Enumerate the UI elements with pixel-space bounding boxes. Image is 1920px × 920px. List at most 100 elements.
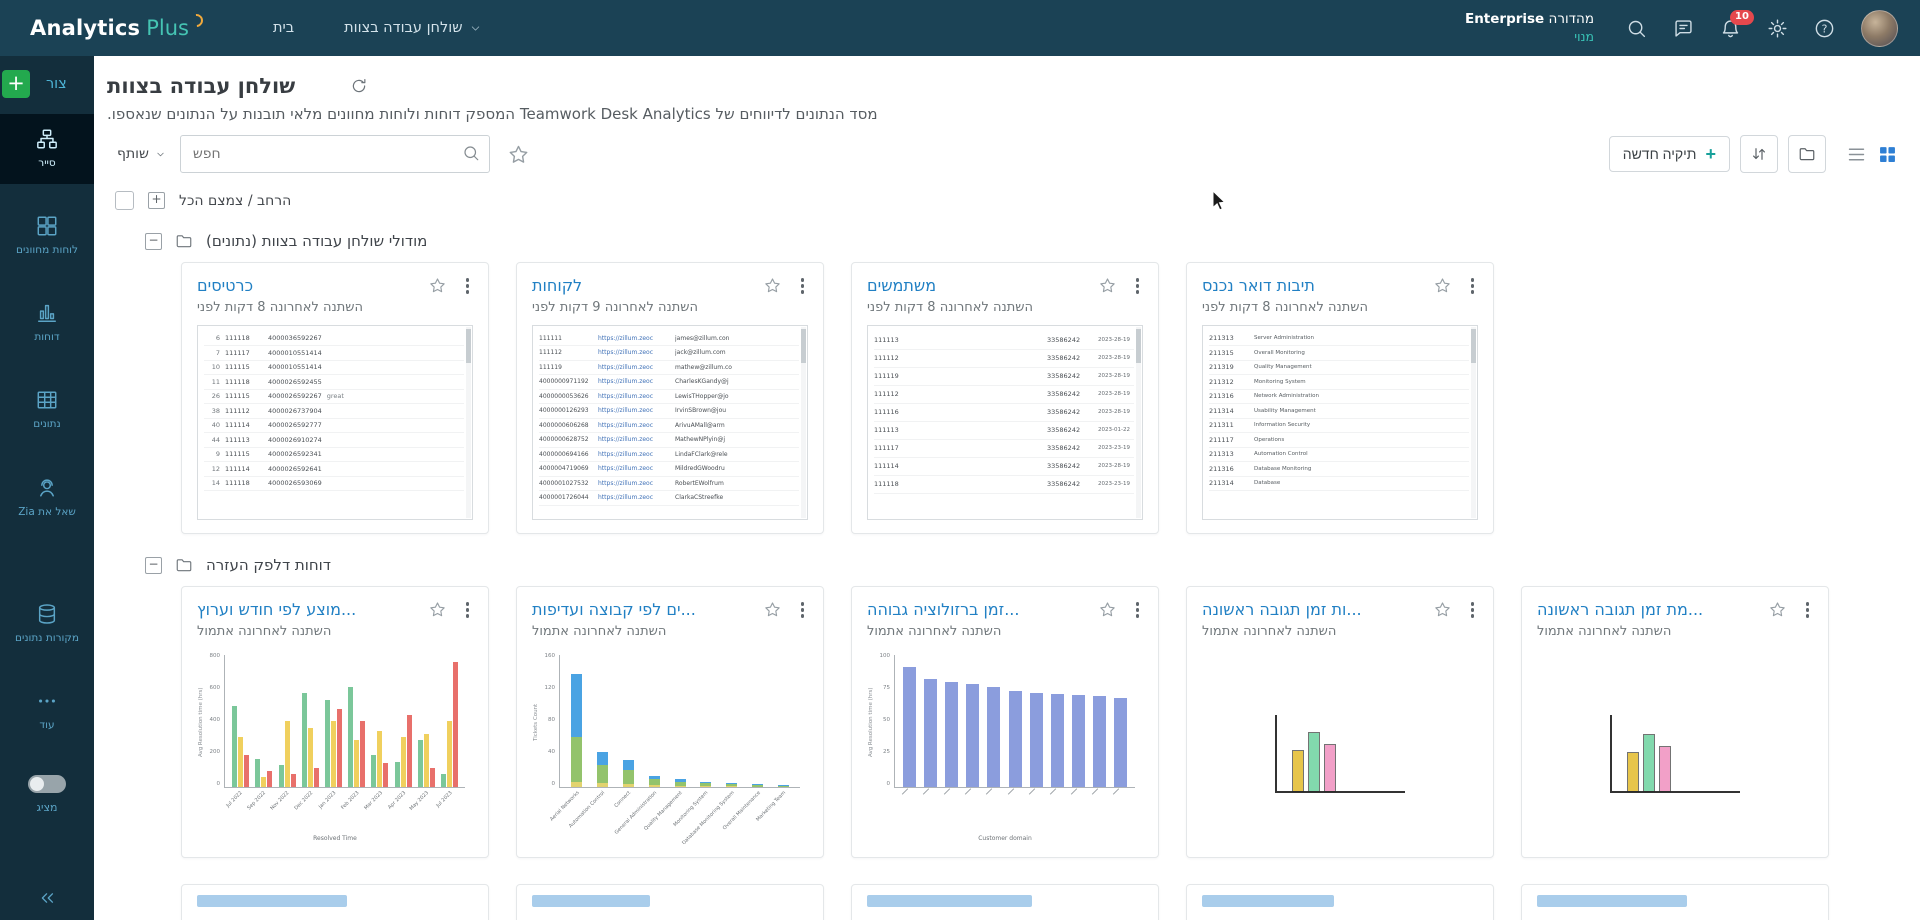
new-folder-button[interactable]: תיקיה חדשה + <box>1608 136 1730 172</box>
card-title[interactable]: תיבות דואר נכנס <box>1202 276 1315 296</box>
card-title[interactable]: ...מוצע לפי חודש וערוץ <box>197 600 357 620</box>
nav-home[interactable]: בית <box>273 20 294 36</box>
favorite-star-icon[interactable] <box>1769 601 1786 618</box>
y-axis-label: Avg Resolution time (hrs) <box>868 686 874 757</box>
card-title[interactable]: משתמשים <box>867 276 937 296</box>
sidebar-item-more[interactable]: עוד <box>0 676 94 746</box>
report-thumbnail[interactable]: 6 111118 4000036592267 7 111117 4000010551414… <box>197 324 473 520</box>
report-card[interactable]: ...מוצע לפי חודש וערוץ השתנה לאחרונה אתמו… <box>181 586 489 858</box>
report-thumbnail[interactable]: 211313 Server Administration 211315 Overall… <box>1202 324 1478 520</box>
favorite-star-icon[interactable] <box>1099 601 1116 618</box>
sidebar-item-ask-zia[interactable]: שאל את Zia <box>0 463 94 533</box>
table-row: 10 111115 4000010551414 <box>204 361 464 375</box>
help-icon[interactable]: ? <box>1814 18 1835 39</box>
report-card[interactable]: משתמשים השתנה לאחרונה 8 דקות לפני 111113 33… <box>851 262 1159 534</box>
collapse-section-icon[interactable]: − <box>145 556 162 574</box>
report-card[interactable] <box>1186 884 1494 920</box>
card-title[interactable]: ...ים לפי קבוצה ועדיפות <box>532 600 696 620</box>
card-title[interactable]: לקוחות <box>532 276 583 296</box>
sidebar-item-dashboards[interactable]: לוחות מחוונים <box>0 201 94 271</box>
report-thumbnail[interactable]: Tickets Count 160 120 80 40 0 Aerial Networks A… <box>532 648 808 844</box>
folder-icon <box>1798 145 1816 163</box>
kebab-menu-icon[interactable] <box>797 600 809 620</box>
report-card[interactable] <box>1521 884 1829 920</box>
list-view-icon[interactable] <box>1846 144 1867 165</box>
collapse-section-icon[interactable]: − <box>145 232 162 250</box>
report-thumbnail[interactable]: 111111 https://zillum.zeoc james@zillum.co… <box>532 324 808 520</box>
kebab-menu-icon[interactable] <box>462 276 474 296</box>
report-card[interactable]: לקוחות השתנה לאחרונה 9 דקות לפני 111111 htt… <box>516 262 824 534</box>
report-thumbnail[interactable]: Avg Resolution time (hrs) 100 75 50 25 0 Custo… <box>867 648 1143 844</box>
kebab-menu-icon[interactable] <box>797 276 809 296</box>
notifications-bell-icon[interactable]: 10 <box>1720 9 1754 39</box>
edition-info[interactable]: מהדורה Enterprise מנוי <box>1465 11 1594 45</box>
report-card[interactable]: תיבות דואר נכנס השתנה לאחרונה 8 דקות לפני… <box>1186 262 1494 534</box>
thumbnail-scrollbar[interactable] <box>801 326 806 518</box>
card-title[interactable]: כרטיסים <box>197 276 254 296</box>
table-row: 111111 https://zillum.zeoc james@zillum.co… <box>539 332 799 346</box>
collapse-sidebar-icon[interactable] <box>37 888 57 908</box>
grid-view-icon[interactable] <box>1877 144 1898 165</box>
sort-button[interactable] <box>1740 135 1778 173</box>
favorite-star-icon[interactable] <box>1434 277 1451 294</box>
favorite-star-icon[interactable] <box>429 601 446 618</box>
nav-workspace-dropdown[interactable]: שולחן עבודה בצוות <box>344 20 482 36</box>
search-icon[interactable] <box>462 144 480 162</box>
table-row: 111117 33586242 2023-23-19 <box>874 440 1134 458</box>
sidebar-item-data[interactable]: נתונים <box>0 375 94 445</box>
folder-view-button[interactable] <box>1788 135 1826 173</box>
card-title[interactable]: ...ות זמן תגובה ראשונה <box>1202 600 1362 620</box>
kebab-menu-icon[interactable] <box>1467 276 1479 296</box>
create-button[interactable]: + צור <box>0 56 94 114</box>
toggle-switch[interactable] <box>28 774 66 793</box>
table-row: 211319 Quality Management <box>1209 361 1469 375</box>
report-card[interactable]: ...ים לפי קבוצה ועדיפות השתנה לאחרונה אתמ… <box>516 586 824 858</box>
search-icon[interactable] <box>1626 18 1647 39</box>
report-thumbnail[interactable] <box>1202 648 1478 844</box>
report-card[interactable] <box>516 884 824 920</box>
filter-dropdown[interactable]: שותף <box>117 146 166 162</box>
report-card[interactable]: ...מת זמן תגובה ראשונה השתנה לאחרונה אתמו… <box>1521 586 1829 858</box>
thumbnail-scrollbar[interactable] <box>1136 326 1141 518</box>
report-thumbnail[interactable] <box>1537 648 1813 844</box>
select-all-checkbox[interactable] <box>115 191 134 210</box>
page-subtitle: מסד הנתונים לדיווחים של Teamwork Desk An… <box>107 105 878 123</box>
feedback-icon[interactable] <box>1673 18 1694 39</box>
card-subtitle: השתנה לאחרונה 8 דקות לפני <box>1202 299 1368 315</box>
favorite-star-icon[interactable] <box>1099 277 1116 294</box>
card-title[interactable]: ...זמן ברזולוציה גבוהה <box>867 600 1020 620</box>
favorites-filter-star-icon[interactable] <box>508 144 529 165</box>
thumbnail-scrollbar[interactable] <box>466 326 471 518</box>
table-row: 111114 33586242 2023-28-19 <box>874 458 1134 476</box>
search-input[interactable] <box>180 136 489 172</box>
favorite-star-icon[interactable] <box>764 277 781 294</box>
report-thumbnail[interactable]: 111113 33586242 2023-28-19 111112 33586242 20… <box>867 324 1143 520</box>
kebab-menu-icon[interactable] <box>462 600 474 620</box>
favorite-star-icon[interactable] <box>429 277 446 294</box>
settings-gear-icon[interactable] <box>1767 18 1788 39</box>
report-card[interactable]: ...זמן ברזולוציה גבוהה השתנה לאחרונה אתמו… <box>851 586 1159 858</box>
report-card[interactable]: כרטיסים השתנה לאחרונה 8 דקות לפני 6 111118 4… <box>181 262 489 534</box>
favorite-star-icon[interactable] <box>764 601 781 618</box>
table-row: 4000000053626 https://zillum.zeoc LewisTHo… <box>539 390 799 404</box>
expand-all-icon[interactable]: + <box>148 192 165 209</box>
report-thumbnail[interactable]: Avg Resolution time (hrs) 800 600 400 200 0 Ju… <box>197 648 473 844</box>
refresh-icon[interactable] <box>350 77 368 95</box>
app-logo[interactable]: Analytics Plus <box>30 11 206 40</box>
chevron-down-icon <box>469 22 482 35</box>
kebab-menu-icon[interactable] <box>1132 276 1144 296</box>
report-card[interactable] <box>181 884 489 920</box>
report-card[interactable] <box>851 884 1159 920</box>
kebab-menu-icon[interactable] <box>1802 600 1814 620</box>
sidebar-item-datasources[interactable]: מקורות נתונים <box>0 589 94 659</box>
sidebar-item-reports[interactable]: דוחות <box>0 288 94 358</box>
user-avatar[interactable] <box>1861 9 1898 47</box>
presenter-toggle[interactable]: מציג <box>0 774 94 814</box>
thumbnail-scrollbar[interactable] <box>1471 326 1476 518</box>
favorite-star-icon[interactable] <box>1434 601 1451 618</box>
report-card[interactable]: ...ות זמן תגובה ראשונה השתנה לאחרונה אתמו… <box>1186 586 1494 858</box>
kebab-menu-icon[interactable] <box>1467 600 1479 620</box>
card-title[interactable]: ...מת זמן תגובה ראשונה <box>1537 600 1704 620</box>
sidebar-item-explorer[interactable]: סייר <box>0 114 94 185</box>
kebab-menu-icon[interactable] <box>1132 600 1144 620</box>
